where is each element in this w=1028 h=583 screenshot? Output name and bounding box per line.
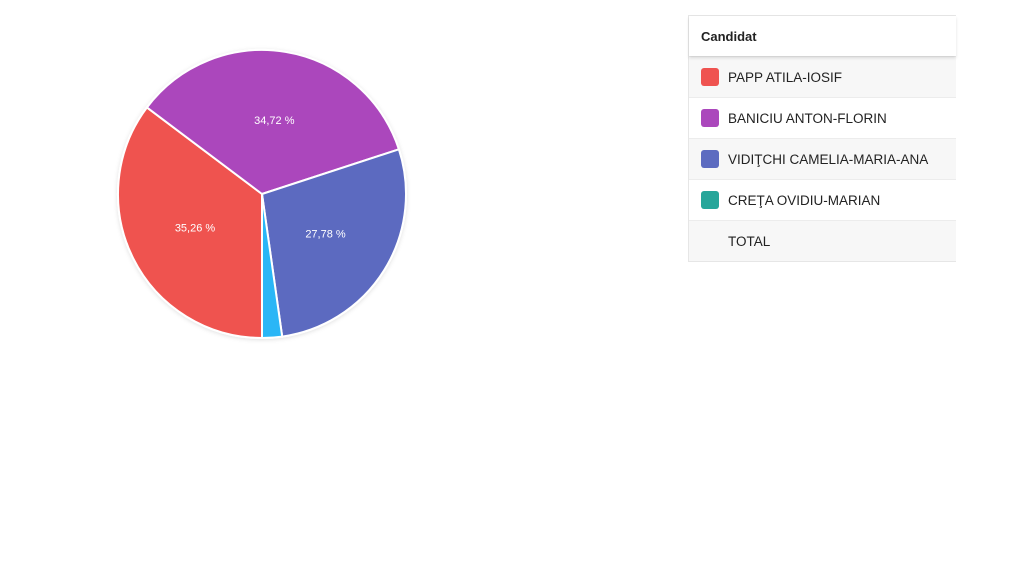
legend-header: Candidat xyxy=(689,16,956,56)
legend-label: CREŢA OVIDIU-MARIAN xyxy=(728,192,881,208)
pie-slice-1[interactable] xyxy=(117,106,263,339)
legend-label: TOTAL xyxy=(728,233,771,249)
legend-swatch xyxy=(701,150,719,168)
legend-label: BANICIU ANTON-FLORIN xyxy=(728,110,887,126)
pie-slice-3[interactable] xyxy=(261,148,407,338)
pie-slice-4[interactable] xyxy=(261,193,284,340)
slice-percent-label: 34,72 % xyxy=(254,115,295,127)
legend-swatch xyxy=(701,191,719,209)
slice-percent-label: 35,26 % xyxy=(175,222,216,234)
legend-row-total: TOTAL xyxy=(689,220,956,261)
legend-row-viditchi[interactable]: VIDIŢCHI CAMELIA-MARIA-ANA xyxy=(689,138,956,179)
legend-label: PAPP ATILA-IOSIF xyxy=(728,69,843,85)
legend-swatch-empty xyxy=(701,232,719,250)
legend-row-creta[interactable]: CREŢA OVIDIU-MARIAN xyxy=(689,179,956,220)
slice-percent-label: 27,78 % xyxy=(305,229,346,241)
legend-label: VIDIŢCHI CAMELIA-MARIA-ANA xyxy=(728,151,929,167)
legend-swatch xyxy=(701,68,719,86)
pie-slices xyxy=(117,49,407,340)
pie-labels: 35,26 % 34,72 % 27,78 % xyxy=(175,115,346,241)
pie-slice-2[interactable] xyxy=(145,49,400,195)
legend-swatch xyxy=(701,109,719,127)
candidate-legend-table: Candidat PAPP ATILA-IOSIF BANICIU ANTON-… xyxy=(688,15,956,262)
legend-row-papp[interactable]: PAPP ATILA-IOSIF xyxy=(689,56,956,97)
legend-row-baniciu[interactable]: BANICIU ANTON-FLORIN xyxy=(689,97,956,138)
